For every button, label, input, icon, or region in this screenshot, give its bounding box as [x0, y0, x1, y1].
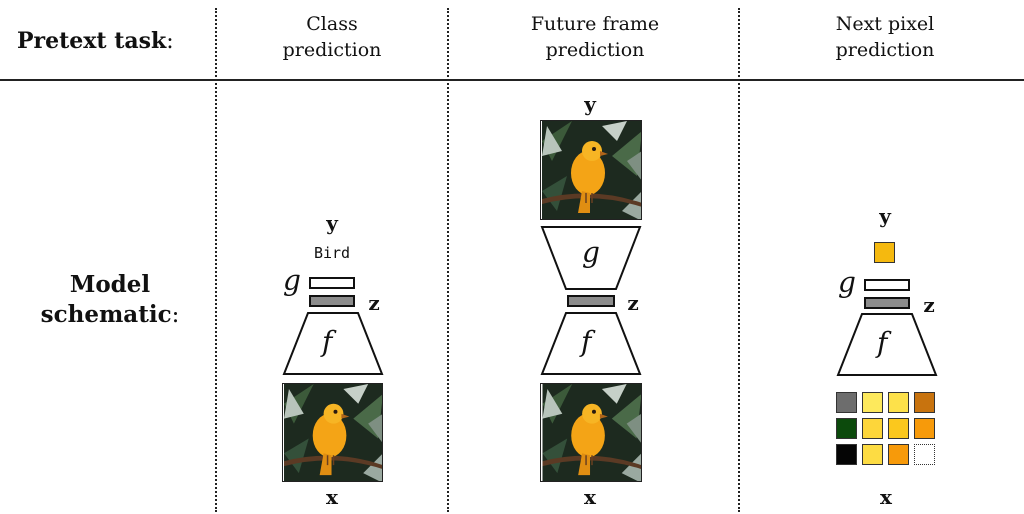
pixel-cell	[914, 444, 935, 465]
col3-f-symbol: f	[877, 326, 888, 359]
col1-x-label: x	[326, 485, 338, 509]
col3-z-bar	[864, 297, 910, 309]
col1-g-head	[309, 277, 355, 289]
col1-f-symbol: f	[322, 325, 333, 358]
column-title-next-pixel-prediction: Next pixel prediction	[835, 13, 935, 61]
pixel-cell	[836, 444, 857, 465]
model-schematic-label: Model schematic:	[10, 270, 210, 330]
col2-input-image	[540, 383, 642, 482]
class-output-label: Bird	[313, 244, 351, 262]
col2-y-label: y	[584, 92, 596, 116]
col1-g-symbol: g	[283, 264, 301, 297]
column-title-future-frame-prediction: Future frame prediction	[530, 13, 660, 61]
pretext-task-label: Pretext task:	[17, 28, 174, 54]
pixel-cell	[836, 418, 857, 439]
pixel-cell	[862, 444, 883, 465]
col1-input-image	[282, 383, 383, 482]
pixel-cell	[836, 392, 857, 413]
model-schematic-line1: Model	[69, 271, 151, 298]
col3-z-label: z	[923, 293, 935, 317]
col3-encoder-f	[836, 313, 938, 376]
col1-y-label: y	[326, 211, 338, 235]
pretext-task-text: Pretext task	[17, 28, 167, 54]
col3-g-symbol: g	[838, 266, 856, 299]
pixel-cell	[888, 444, 909, 465]
pixel-cell	[914, 418, 935, 439]
pixel-grid	[836, 392, 938, 472]
col1-z-label: z	[368, 291, 380, 315]
next-pixel-output-swatch	[874, 242, 895, 263]
col1-z-bar	[309, 295, 355, 307]
pretext-task-colon: :	[166, 29, 174, 54]
column-separator-3	[738, 8, 740, 512]
col3-x-label: x	[880, 485, 892, 509]
pixel-cell	[862, 418, 883, 439]
col2-encoder-f	[540, 312, 642, 375]
col3-y-label: y	[879, 204, 891, 228]
header-rule	[0, 79, 1024, 81]
col2-g-symbol: g	[582, 236, 600, 269]
col2-decoder-g	[540, 226, 642, 290]
col2-x-label: x	[584, 485, 596, 509]
col1-encoder-f	[282, 312, 384, 375]
column-separator-1	[215, 8, 217, 512]
col2-z-bar	[567, 295, 615, 307]
pixel-cell	[888, 418, 909, 439]
column-title-class-prediction: Class prediction	[282, 13, 382, 61]
col2-f-symbol: f	[581, 325, 592, 358]
pixel-cell	[914, 392, 935, 413]
model-schematic-line2: schematic	[40, 301, 172, 328]
column-separator-2	[447, 8, 449, 512]
pixel-cell	[888, 392, 909, 413]
model-schematic-colon: :	[171, 302, 180, 328]
col2-output-image	[540, 120, 642, 220]
col2-z-label: z	[627, 291, 639, 315]
col3-g-head	[864, 279, 910, 291]
pixel-cell	[862, 392, 883, 413]
